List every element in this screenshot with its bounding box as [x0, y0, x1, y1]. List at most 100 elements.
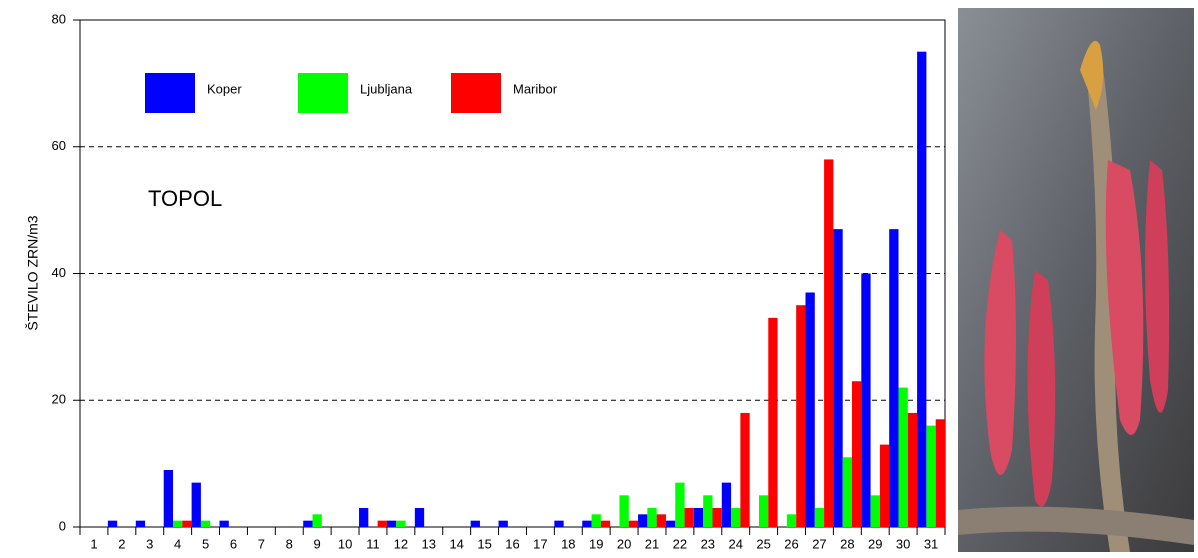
bar [386, 520, 397, 527]
bar [768, 317, 778, 527]
bar [889, 229, 899, 527]
bar [740, 412, 750, 527]
x-tick-label: 7 [258, 536, 265, 551]
bar [582, 520, 592, 527]
x-tick-label: 1 [90, 536, 97, 551]
bar [833, 229, 843, 527]
x-tick-label: 9 [314, 536, 321, 551]
legend-label: Koper [207, 81, 242, 96]
bar [359, 507, 369, 527]
y-tick-label: 80 [52, 11, 66, 26]
bar [303, 520, 313, 527]
bar [200, 520, 211, 527]
bar [935, 419, 945, 527]
bar [731, 507, 741, 527]
x-tick-label: 22 [673, 536, 687, 551]
x-tick-label: 16 [505, 536, 519, 551]
bar [917, 51, 927, 527]
photo [958, 8, 1194, 552]
bar [796, 305, 806, 527]
x-tick-label: 2 [118, 536, 125, 551]
bar [182, 520, 192, 527]
x-tick-label: 14 [449, 536, 463, 551]
bar [191, 482, 201, 527]
x-tick-label: 29 [868, 536, 882, 551]
x-tick-label: 12 [394, 536, 408, 551]
bar [758, 495, 769, 527]
x-tick-label: 17 [533, 536, 547, 551]
bar [628, 520, 639, 527]
bar [647, 507, 657, 527]
bar [414, 507, 425, 527]
bar [163, 469, 174, 527]
bar [684, 507, 694, 527]
bar [665, 520, 676, 527]
x-tick-label: 27 [812, 536, 826, 551]
legend-swatch [145, 73, 195, 113]
y-tick-label: 20 [52, 392, 66, 407]
x-tick-label: 19 [589, 536, 603, 551]
bar [591, 514, 601, 527]
bar [907, 412, 918, 527]
bar [638, 514, 648, 527]
x-tick-label: 26 [784, 536, 798, 551]
legend-label: Maribor [513, 81, 558, 96]
y-tick-label: 0 [59, 518, 66, 533]
bar [786, 514, 797, 527]
x-tick-label: 25 [756, 536, 770, 551]
legend-swatch [298, 73, 348, 113]
bar [870, 495, 880, 527]
x-tick-label: 28 [840, 536, 854, 551]
bar [851, 381, 862, 527]
bar [173, 520, 183, 527]
bar [312, 514, 322, 527]
bar [554, 520, 564, 527]
x-tick-label: 24 [728, 536, 742, 551]
y-axis-label: ŠTEVILO ZRN/m3 [25, 215, 41, 330]
x-tick-label: 3 [146, 536, 153, 551]
bar [693, 507, 704, 527]
bar [842, 457, 852, 527]
legend-swatch [451, 73, 501, 113]
x-tick-label: 13 [422, 536, 436, 551]
bar [721, 482, 732, 527]
bar [675, 482, 685, 527]
bar [712, 507, 722, 527]
x-tick-label: 21 [645, 536, 659, 551]
x-tick-label: 23 [701, 536, 715, 551]
bar [107, 520, 118, 527]
bar [396, 520, 406, 527]
bar [135, 520, 146, 527]
bar [219, 520, 229, 527]
bar [377, 520, 387, 527]
x-tick-label: 20 [617, 536, 631, 551]
bar [898, 387, 908, 527]
x-tick-label: 18 [561, 536, 575, 551]
x-tick-label: 8 [286, 536, 293, 551]
x-tick-label: 11 [366, 536, 380, 551]
chart-title: TOPOL [148, 186, 222, 211]
bar [656, 514, 666, 527]
bar [861, 273, 871, 527]
bar [814, 507, 825, 527]
x-tick-label: 30 [896, 536, 910, 551]
bar [619, 495, 629, 527]
legend-label: Ljubljana [360, 81, 413, 96]
y-tick-label: 60 [52, 138, 66, 153]
bar [824, 159, 834, 528]
x-tick-label: 31 [924, 536, 938, 551]
bar [498, 520, 508, 527]
y-tick-label: 40 [52, 265, 66, 280]
x-tick-label: 4 [174, 536, 181, 551]
bar [600, 520, 611, 527]
bar [470, 520, 480, 527]
x-tick-label: 15 [477, 536, 491, 551]
bar [879, 444, 890, 527]
bar [703, 495, 713, 527]
bar [805, 292, 815, 527]
x-tick-label: 10 [338, 536, 352, 551]
x-tick-label: 6 [230, 536, 237, 551]
bar [926, 425, 936, 527]
x-tick-label: 5 [202, 536, 209, 551]
